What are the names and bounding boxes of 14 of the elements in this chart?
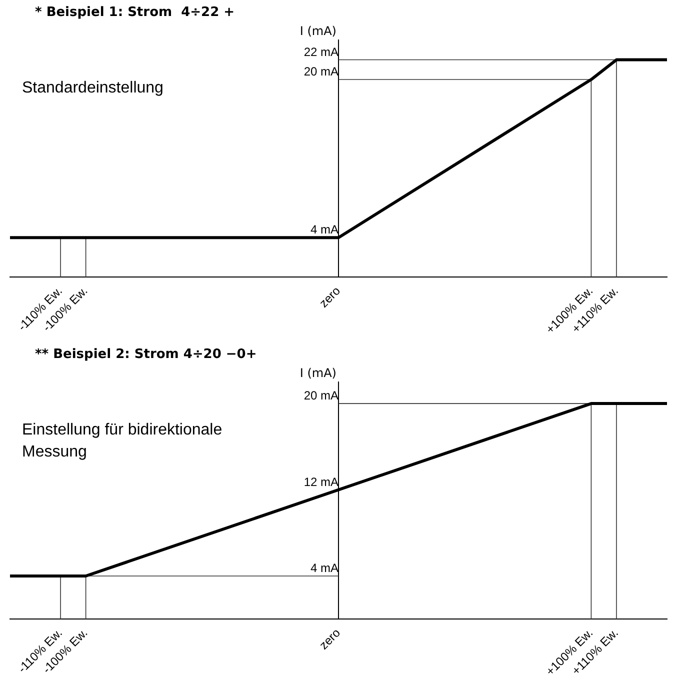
x-tick-label: zero — [316, 626, 344, 652]
y-tick-label: 22 mA — [304, 44, 338, 59]
y-tick-label: 4 mA — [310, 561, 338, 576]
y-tick-label: 20 mA — [304, 388, 338, 403]
y-axis-title: I (mA) — [300, 366, 336, 380]
y-tick-label: 20 mA — [304, 64, 338, 79]
annotation: Einstellung für bidirektionale Messung — [22, 421, 222, 460]
y-axis-title: I (mA) — [300, 24, 336, 38]
x-tick-label: zero — [316, 284, 344, 310]
y-tick-label: 12 mA — [304, 474, 338, 489]
y-tick-label: 4 mA — [310, 222, 338, 237]
chart-title: * Beispiel 1: Strom 4÷22 + — [35, 4, 235, 20]
chart-title: ** Beispiel 2: Strom 4÷20 −0+ — [35, 346, 257, 362]
annotation: Standardeinstellung — [22, 79, 164, 96]
